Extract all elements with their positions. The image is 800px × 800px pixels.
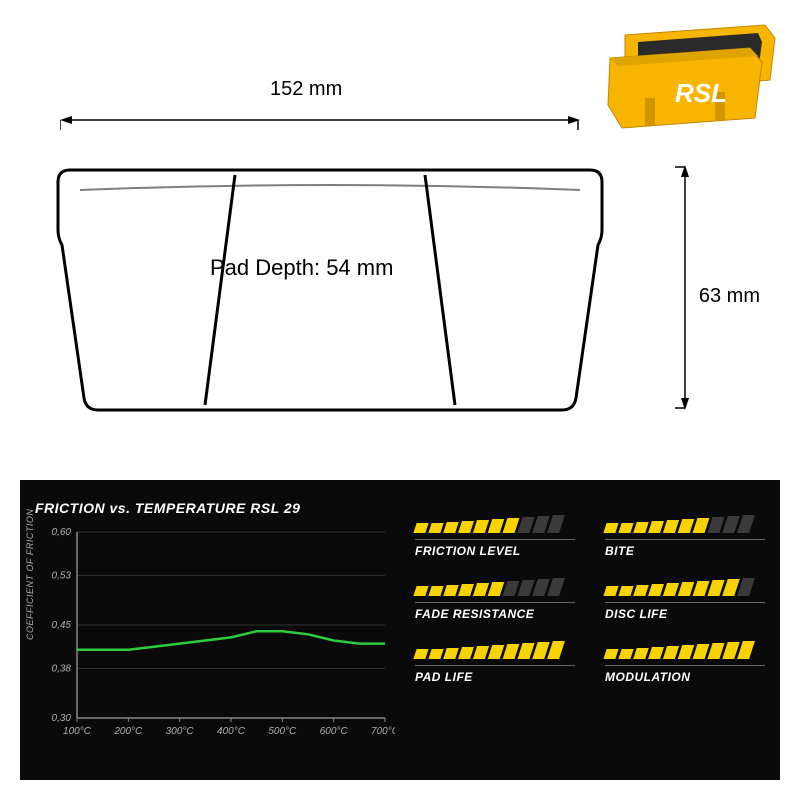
product-image: RSL xyxy=(590,10,790,140)
brake-pad-outline xyxy=(50,160,610,420)
ratings-grid: FRICTION LEVEL BITE FADE RESISTANCE DISC LI… xyxy=(395,500,775,760)
svg-text:100°C: 100°C xyxy=(63,726,92,737)
rating-disc-life: DISC LIFE xyxy=(605,578,765,621)
svg-text:0,60: 0,60 xyxy=(52,527,72,538)
rating-friction-level: FRICTION LEVEL xyxy=(415,515,575,558)
width-dimension-label: 152 mm xyxy=(270,78,342,101)
svg-text:0,30: 0,30 xyxy=(52,713,72,724)
brand-text: RSL xyxy=(675,78,727,108)
svg-text:600°C: 600°C xyxy=(320,726,349,737)
svg-text:0,53: 0,53 xyxy=(52,570,72,581)
svg-text:0,38: 0,38 xyxy=(52,663,72,674)
rating-bars xyxy=(605,641,752,659)
rating-label: DISC LIFE xyxy=(605,607,668,621)
svg-text:500°C: 500°C xyxy=(268,726,297,737)
rating-bite: BITE xyxy=(605,515,765,558)
rating-label: FADE RESISTANCE xyxy=(415,607,534,621)
height-dimension-label: 63 mm xyxy=(699,285,760,308)
technical-drawing-area: RSL 152 mm 63 mm Pad Depth: 54 mm xyxy=(0,0,800,470)
width-dimension-line xyxy=(60,110,580,130)
pad-depth-label: Pad Depth: 54 mm xyxy=(210,255,393,281)
svg-text:0,45: 0,45 xyxy=(52,620,72,631)
rating-bars xyxy=(415,641,562,659)
rating-modulation: MODULATION xyxy=(605,641,765,684)
friction-chart: FRICTION vs. TEMPERATURE RSL 29 COEFFICI… xyxy=(35,500,395,760)
chart-ylabel: COEFFICIENT OF FRICTION xyxy=(25,509,35,640)
rating-fade-resistance: FADE RESISTANCE xyxy=(415,578,575,621)
chart-title: FRICTION vs. TEMPERATURE RSL 29 xyxy=(35,500,395,516)
svg-text:700°C: 700°C xyxy=(371,726,395,737)
rating-label: FRICTION LEVEL xyxy=(415,544,521,558)
rating-bars xyxy=(415,578,562,596)
rating-pad-life: PAD LIFE xyxy=(415,641,575,684)
rating-label: PAD LIFE xyxy=(415,670,473,684)
svg-text:300°C: 300°C xyxy=(166,726,195,737)
rating-label: MODULATION xyxy=(605,670,690,684)
rating-bars xyxy=(415,515,562,533)
chart-svg: 0,30 0,38 0,45 0,53 0,60 100°C 200°C 300°C 400°C… xyxy=(35,526,395,746)
height-dimension-line xyxy=(675,165,695,410)
performance-panel: FRICTION vs. TEMPERATURE RSL 29 COEFFICI… xyxy=(20,480,780,780)
svg-text:200°C: 200°C xyxy=(113,726,143,737)
svg-text:400°C: 400°C xyxy=(217,726,246,737)
rating-bars xyxy=(605,578,752,596)
rating-bars xyxy=(605,515,752,533)
rating-label: BITE xyxy=(605,544,634,558)
